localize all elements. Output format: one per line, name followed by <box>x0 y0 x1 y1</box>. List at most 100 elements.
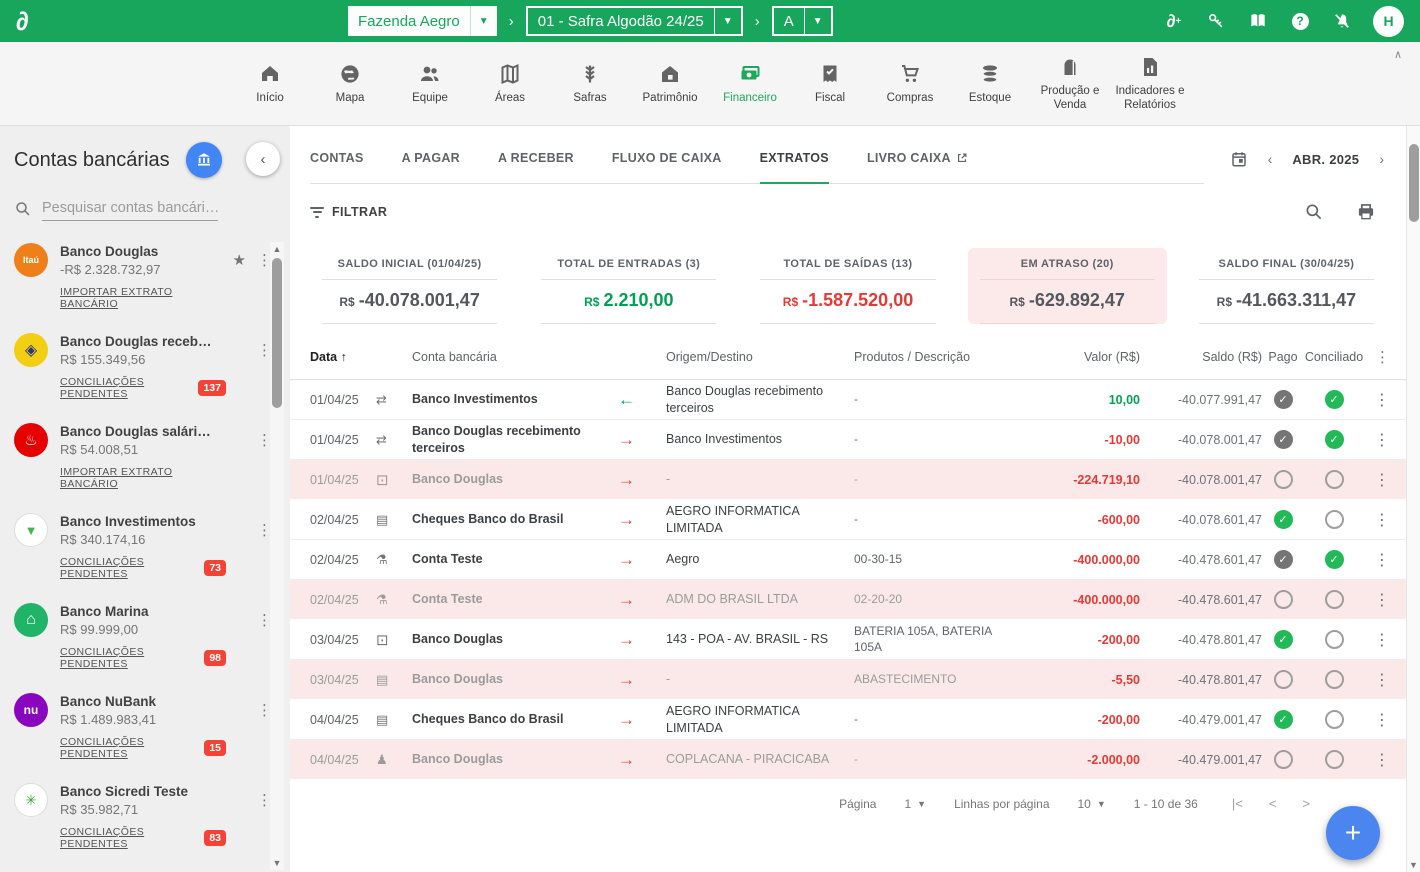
row-menu-icon[interactable]: ⋮ <box>1374 511 1390 529</box>
row-menu-icon[interactable]: ⋮ <box>1374 391 1390 409</box>
search-icon[interactable] <box>1304 202 1324 222</box>
row-menu-icon[interactable]: ⋮ <box>1374 751 1390 769</box>
nav-item-compras[interactable]: Compras <box>871 62 949 105</box>
book-icon[interactable] <box>1247 10 1269 32</box>
column-origem[interactable]: Origem/Destino <box>666 349 753 364</box>
column-conta[interactable]: Conta bancária <box>412 349 497 364</box>
reconciled-status-toggle[interactable] <box>1324 670 1344 689</box>
account-action-link[interactable]: CONCILIAÇÕES PENDENTES <box>60 826 145 850</box>
search-accounts-input[interactable] <box>42 196 218 221</box>
notifications-off-icon[interactable] <box>1331 10 1353 32</box>
first-page-icon[interactable]: |< <box>1231 796 1243 811</box>
chevron-down-icon[interactable]: ▼ <box>722 15 733 27</box>
chevron-down-icon[interactable]: ▼ <box>812 15 823 27</box>
tab-a-pagar[interactable]: A PAGAR <box>401 151 461 165</box>
table-row[interactable]: 02/04/25 Conta Teste Aegro 00-30-15 -400… <box>290 540 1406 580</box>
scrollbar-thumb[interactable] <box>272 258 282 408</box>
account-action-link[interactable]: CONCILIAÇÕES PENDENTES <box>60 646 145 670</box>
scroll-down-icon[interactable]: ▼ <box>272 858 282 868</box>
reconciled-status-toggle[interactable] <box>1324 430 1344 449</box>
account-action-link[interactable]: CONCILIAÇÕES PENDENTES <box>60 376 145 400</box>
favorite-star-icon[interactable]: ★ <box>232 252 246 269</box>
nav-item-estoque[interactable]: Estoque <box>951 62 1029 105</box>
kebab-menu-icon[interactable]: ⋮ <box>257 522 272 539</box>
kebab-menu-icon[interactable]: ⋮ <box>257 612 272 629</box>
account-action-link[interactable]: CONCILIAÇÕES PENDENTES <box>60 736 145 760</box>
column-produtos[interactable]: Produtos / Descrição <box>854 349 971 364</box>
paid-status-toggle[interactable] <box>1273 590 1293 609</box>
columns-menu-icon[interactable]: ⋮ <box>1375 348 1390 366</box>
nav-item-producao-venda[interactable]: Produção e Venda <box>1031 55 1109 111</box>
new-item-icon[interactable]: ∂ + <box>1166 10 1182 31</box>
help-icon[interactable]: ? <box>1289 10 1311 32</box>
calendar-icon[interactable] <box>1230 150 1248 168</box>
nav-item-inicio[interactable]: Início <box>231 62 309 105</box>
bank-account-item[interactable]: ▼ Banco Investimentos R$ 340.174,16 ★ ⋮ … <box>14 513 290 580</box>
reconciled-status-toggle[interactable] <box>1324 470 1344 489</box>
column-pago[interactable]: Pago <box>1268 349 1298 364</box>
table-row[interactable]: 04/04/25 Cheques Banco do Brasil AEGRO I… <box>290 700 1406 740</box>
avatar[interactable]: H <box>1373 5 1404 37</box>
reconciled-status-toggle[interactable] <box>1324 630 1344 649</box>
kebab-menu-icon[interactable]: ⋮ <box>257 432 272 449</box>
table-row[interactable]: 02/04/25 Conta Teste ADM DO BRASIL LTDA … <box>290 580 1406 620</box>
paid-status-toggle[interactable] <box>1273 710 1293 729</box>
key-icon[interactable] <box>1205 10 1227 32</box>
reconciled-status-toggle[interactable] <box>1324 710 1344 729</box>
account-action-link[interactable]: IMPORTAR EXTRATO BANCÁRIO <box>60 286 173 310</box>
nav-item-areas[interactable]: Áreas <box>471 62 549 105</box>
bank-account-item[interactable]: Itaú Banco Douglas -R$ 2.328.732,97 ★ ⋮ … <box>14 243 290 310</box>
table-row[interactable]: 03/04/25 Banco Douglas - ABASTECIMENTO -… <box>290 660 1406 700</box>
bank-account-item[interactable]: ♨ Banco Douglas salário Ti… R$ 54.008,51… <box>14 423 290 490</box>
add-transaction-fab[interactable]: + <box>1326 806 1380 860</box>
filter-button[interactable]: FILTRAR <box>310 205 387 219</box>
nav-collapse-icon[interactable]: ∧ <box>1393 49 1402 61</box>
paid-status-toggle[interactable] <box>1273 430 1293 449</box>
kebab-menu-icon[interactable]: ⋮ <box>257 702 272 719</box>
tab-contas[interactable]: CONTAS <box>310 151 364 165</box>
row-menu-icon[interactable]: ⋮ <box>1374 551 1390 569</box>
tab-livro-caixa[interactable]: LIVRO CAIXA <box>867 134 968 184</box>
table-row[interactable]: 01/04/25 Banco Douglas - - -224.719,10 -… <box>290 460 1406 500</box>
paid-status-toggle[interactable] <box>1273 470 1293 489</box>
kebab-menu-icon[interactable]: ⋮ <box>257 342 272 359</box>
paid-status-toggle[interactable] <box>1273 670 1293 689</box>
nav-item-financeiro[interactable]: Financeiro <box>711 62 789 105</box>
row-menu-icon[interactable]: ⋮ <box>1374 471 1390 489</box>
column-saldo[interactable]: Saldo (R$) <box>1202 349 1262 364</box>
column-data[interactable]: Data ↑ <box>310 349 347 364</box>
nav-item-safras[interactable]: Safras <box>551 62 629 105</box>
paid-status-toggle[interactable] <box>1273 630 1293 649</box>
page-select[interactable]: 1 ▼ <box>904 796 927 811</box>
bank-account-item[interactable]: ◈ Banco Douglas recebime… R$ 155.349,56 … <box>14 333 290 400</box>
row-menu-icon[interactable]: ⋮ <box>1374 671 1390 689</box>
paid-status-toggle[interactable] <box>1273 750 1293 769</box>
bank-account-item[interactable]: ✳ Banco Sicredi Teste R$ 35.982,71 ★ ⋮ C… <box>14 783 290 850</box>
row-menu-icon[interactable]: ⋮ <box>1374 631 1390 649</box>
chevron-down-icon[interactable]: ▼ <box>478 15 489 27</box>
paid-status-toggle[interactable] <box>1273 510 1293 529</box>
tab-a-receber[interactable]: A RECEBER <box>498 151 574 165</box>
nav-item-fiscal[interactable]: Fiscal <box>791 62 869 105</box>
sidebar-collapse-button[interactable]: ‹ <box>246 142 280 176</box>
farm-selector[interactable]: Fazenda Aegro ▼ <box>348 6 497 36</box>
season-selector[interactable]: 01 - Safra Algodão 24/25 ▼ <box>525 6 743 36</box>
next-page-icon[interactable]: > <box>1302 796 1310 811</box>
kebab-menu-icon[interactable]: ⋮ <box>257 252 272 269</box>
nav-item-patrimonio[interactable]: Patrimônio <box>631 62 709 105</box>
window-scrollbar[interactable]: ▼ <box>1406 126 1420 872</box>
next-month-icon[interactable]: › <box>1379 151 1384 167</box>
table-row[interactable]: 03/04/25 Banco Douglas 143 - POA - AV. B… <box>290 620 1406 660</box>
print-icon[interactable] <box>1356 202 1376 222</box>
bank-account-item[interactable]: ⌂ Banco Marina R$ 99.999,00 ★ ⋮ CONCILIA… <box>14 603 290 670</box>
row-menu-icon[interactable]: ⋮ <box>1374 591 1390 609</box>
row-menu-icon[interactable]: ⋮ <box>1374 431 1390 449</box>
reconciled-status-toggle[interactable] <box>1324 590 1344 609</box>
nav-item-indicadores[interactable]: Indicadores e Relatórios <box>1111 55 1189 111</box>
tab-extratos[interactable]: EXTRATOS <box>759 134 829 184</box>
reconciled-status-toggle[interactable] <box>1324 390 1344 409</box>
table-row[interactable]: 02/04/25 Cheques Banco do Brasil AEGRO I… <box>290 500 1406 540</box>
scroll-down-icon[interactable]: ▼ <box>1409 860 1418 870</box>
previous-month-icon[interactable]: ‹ <box>1267 151 1273 167</box>
table-row[interactable]: 04/04/25 Banco Douglas COPLACANA - PIRAC… <box>290 740 1406 780</box>
